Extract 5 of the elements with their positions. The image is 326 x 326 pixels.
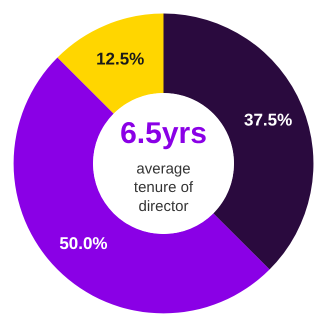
text: average tenure of director — [134, 160, 194, 215]
data-label: 37.5% — [244, 110, 292, 130]
data-label: 50.0% — [59, 234, 108, 254]
data-label: 12.5% — [96, 49, 144, 68]
text: 6.5yrs — [120, 117, 207, 150]
